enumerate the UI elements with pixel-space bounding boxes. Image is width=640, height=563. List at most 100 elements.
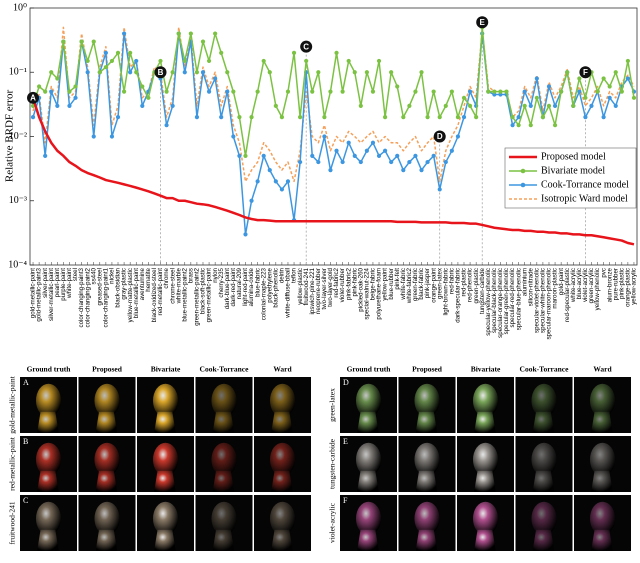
neck-shape: [357, 529, 379, 551]
row-letter: E: [343, 437, 348, 446]
head-render: [531, 501, 557, 551]
x-tick-label: gold-paint: [558, 268, 565, 295]
data-point: [449, 148, 454, 153]
annotation-label: A: [30, 93, 36, 102]
data-point: [601, 76, 606, 81]
neck-shape: [591, 470, 613, 492]
data-point: [310, 89, 315, 94]
y-tick-label: 10⁰: [13, 2, 27, 13]
data-point: [328, 167, 333, 173]
plot-frame: [29, 7, 638, 266]
data-point: [164, 123, 169, 128]
head-render: [531, 383, 557, 433]
data-point: [121, 89, 127, 94]
data-point: [55, 103, 60, 108]
data-point: [255, 89, 260, 94]
x-tick-label: violet-acrylic: [582, 268, 589, 302]
x-tick-label: white-diffuse-bball: [285, 268, 292, 319]
head-shape: [211, 442, 237, 477]
data-point: [304, 58, 309, 64]
x-tick-label: nylon: [212, 267, 219, 282]
data-point: [534, 95, 539, 100]
data-point: [625, 76, 630, 81]
x-tick-label: blue-metallic-paint: [133, 268, 140, 318]
data-point: [413, 153, 418, 158]
data-point: [231, 134, 236, 139]
data-point: [552, 103, 558, 108]
data-point: [346, 140, 351, 145]
data-point: [49, 89, 54, 94]
head-shape: [35, 442, 62, 477]
x-tick-label: special-walnut-224: [364, 267, 371, 319]
head-shape: [589, 501, 616, 536]
x-tick-label: chrome: [163, 267, 170, 288]
data-point: [194, 115, 200, 120]
y-tick-label: 10⁻²: [9, 131, 27, 142]
data-point: [619, 89, 624, 94]
data-point: [522, 103, 527, 108]
data-point: [91, 134, 96, 139]
x-tick-label: polyurethane-foam: [376, 268, 383, 320]
data-point: [213, 31, 218, 36]
data-point: [589, 103, 594, 108]
head-shape: [269, 501, 296, 536]
data-point: [565, 70, 570, 75]
head-shape: [152, 501, 179, 536]
x-tick-label: yellow-paint: [382, 268, 389, 301]
data-point: [73, 84, 78, 89]
row-letter: B: [23, 437, 28, 446]
row-label: tungsten-carbide: [328, 438, 337, 489]
legend-marker: [520, 182, 526, 188]
data-point: [534, 76, 539, 81]
neck-shape: [357, 411, 379, 433]
x-tick-label: color-changing-paint3: [78, 267, 85, 327]
head-render: [472, 442, 499, 492]
data-point: [103, 65, 108, 70]
data-point: [273, 179, 278, 184]
data-point: [182, 70, 187, 75]
data-point: [522, 89, 527, 94]
data-point: [273, 103, 278, 108]
row-label: green-latex: [328, 388, 337, 422]
neck-shape: [95, 529, 118, 551]
x-tick-label: black-fabric: [418, 268, 425, 300]
data-point: [607, 95, 612, 100]
data-point: [546, 103, 552, 108]
row-letter: A: [23, 378, 29, 387]
head-render: [355, 501, 382, 551]
data-point: [115, 50, 121, 56]
data-point: [225, 89, 230, 94]
x-tick-label: gold-metallic-paint3: [36, 267, 43, 321]
neck-shape: [532, 411, 555, 433]
x-tick-label: neoprene-rubber: [315, 268, 322, 314]
head-render: [355, 442, 382, 492]
head-shape: [94, 383, 120, 418]
neck-shape: [37, 529, 59, 551]
x-tick-label: gray-plastic: [121, 268, 128, 300]
head-render: [211, 501, 237, 551]
neck-shape: [532, 470, 555, 492]
x-tick-label: yellow-plastic: [297, 268, 304, 305]
x-tick-label: teflon: [291, 267, 298, 283]
x-tick-label: green-latex: [436, 267, 443, 299]
data-point: [595, 89, 600, 94]
column-header: Ground truth: [27, 365, 72, 374]
y-tick-label: 10⁻⁴: [8, 259, 27, 270]
column-header: Bivariate: [151, 365, 181, 374]
series-line: [32, 26, 635, 157]
y-tick-label: 10⁻¹: [9, 67, 27, 78]
data-point: [206, 89, 212, 94]
data-point: [516, 115, 521, 120]
head-shape: [269, 442, 296, 477]
neck-shape: [154, 411, 176, 433]
x-tick-label: colonial-maple-223: [260, 267, 267, 320]
head-render: [269, 442, 296, 492]
x-tick-label: aluminium: [521, 268, 528, 296]
data-point: [194, 70, 200, 75]
column-header: Cook-Torrance: [200, 365, 250, 374]
data-point: [285, 89, 291, 94]
x-tick-label: white-fabric2: [406, 267, 413, 304]
x-tick-label: ipswich-pine-221: [309, 267, 316, 314]
data-point: [613, 70, 618, 75]
data-point: [631, 95, 637, 100]
